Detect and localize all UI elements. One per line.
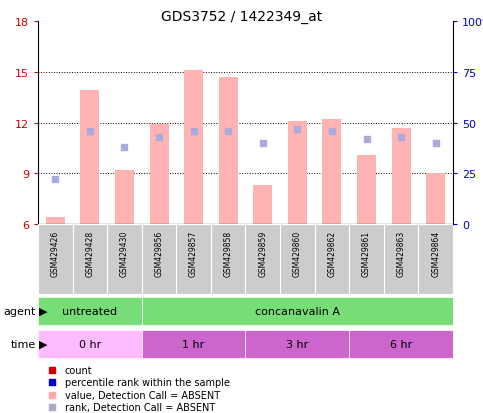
Text: GSM429864: GSM429864 — [431, 230, 440, 276]
Bar — [176, 224, 211, 294]
Text: GSM429857: GSM429857 — [189, 230, 198, 276]
Bar — [288, 121, 307, 224]
Text: GSM429859: GSM429859 — [258, 230, 267, 276]
Text: GSM429861: GSM429861 — [362, 230, 371, 276]
Text: 1 hr: 1 hr — [183, 339, 205, 349]
Bar — [426, 174, 445, 224]
Bar — [245, 330, 349, 358]
Text: 3 hr: 3 hr — [286, 339, 309, 349]
Bar — [115, 171, 134, 224]
Bar — [46, 218, 65, 224]
Text: agent: agent — [3, 306, 36, 316]
Text: GSM429860: GSM429860 — [293, 230, 302, 276]
Text: GSM429858: GSM429858 — [224, 230, 233, 276]
Text: GSM429856: GSM429856 — [155, 230, 164, 276]
Text: value, Detection Call = ABSENT: value, Detection Call = ABSENT — [65, 390, 220, 400]
Bar — [38, 330, 142, 358]
Text: GSM429428: GSM429428 — [85, 230, 94, 276]
Bar — [142, 330, 245, 358]
Text: GSM429426: GSM429426 — [51, 230, 60, 276]
Text: ▶: ▶ — [39, 339, 47, 349]
Bar — [107, 224, 142, 294]
Bar — [219, 78, 238, 224]
Text: time: time — [10, 339, 36, 349]
Text: GSM429430: GSM429430 — [120, 230, 129, 276]
Bar — [418, 224, 453, 294]
Bar — [142, 297, 453, 325]
Text: GSM429862: GSM429862 — [327, 230, 337, 276]
Text: 0 hr: 0 hr — [79, 339, 101, 349]
Text: untreated: untreated — [62, 306, 117, 316]
Bar — [392, 128, 411, 224]
Bar — [384, 224, 418, 294]
Bar — [80, 91, 99, 224]
Bar — [150, 125, 169, 224]
Bar — [323, 120, 341, 224]
Bar — [38, 297, 142, 325]
Text: 6 hr: 6 hr — [390, 339, 412, 349]
Bar — [253, 185, 272, 224]
Text: concanavalin A: concanavalin A — [255, 306, 340, 316]
Bar — [280, 224, 314, 294]
Text: GDS3752 / 1422349_at: GDS3752 / 1422349_at — [161, 10, 322, 24]
Bar — [38, 224, 72, 294]
Bar — [72, 224, 107, 294]
Bar — [184, 71, 203, 224]
Text: rank, Detection Call = ABSENT: rank, Detection Call = ABSENT — [65, 402, 215, 412]
Bar — [314, 224, 349, 294]
Bar — [349, 330, 453, 358]
Text: GSM429863: GSM429863 — [397, 230, 406, 276]
Text: count: count — [65, 365, 92, 375]
Bar — [211, 224, 245, 294]
Bar — [357, 155, 376, 224]
Text: percentile rank within the sample: percentile rank within the sample — [65, 377, 230, 387]
Bar — [245, 224, 280, 294]
Bar — [349, 224, 384, 294]
Text: ▶: ▶ — [39, 306, 47, 316]
Bar — [142, 224, 176, 294]
